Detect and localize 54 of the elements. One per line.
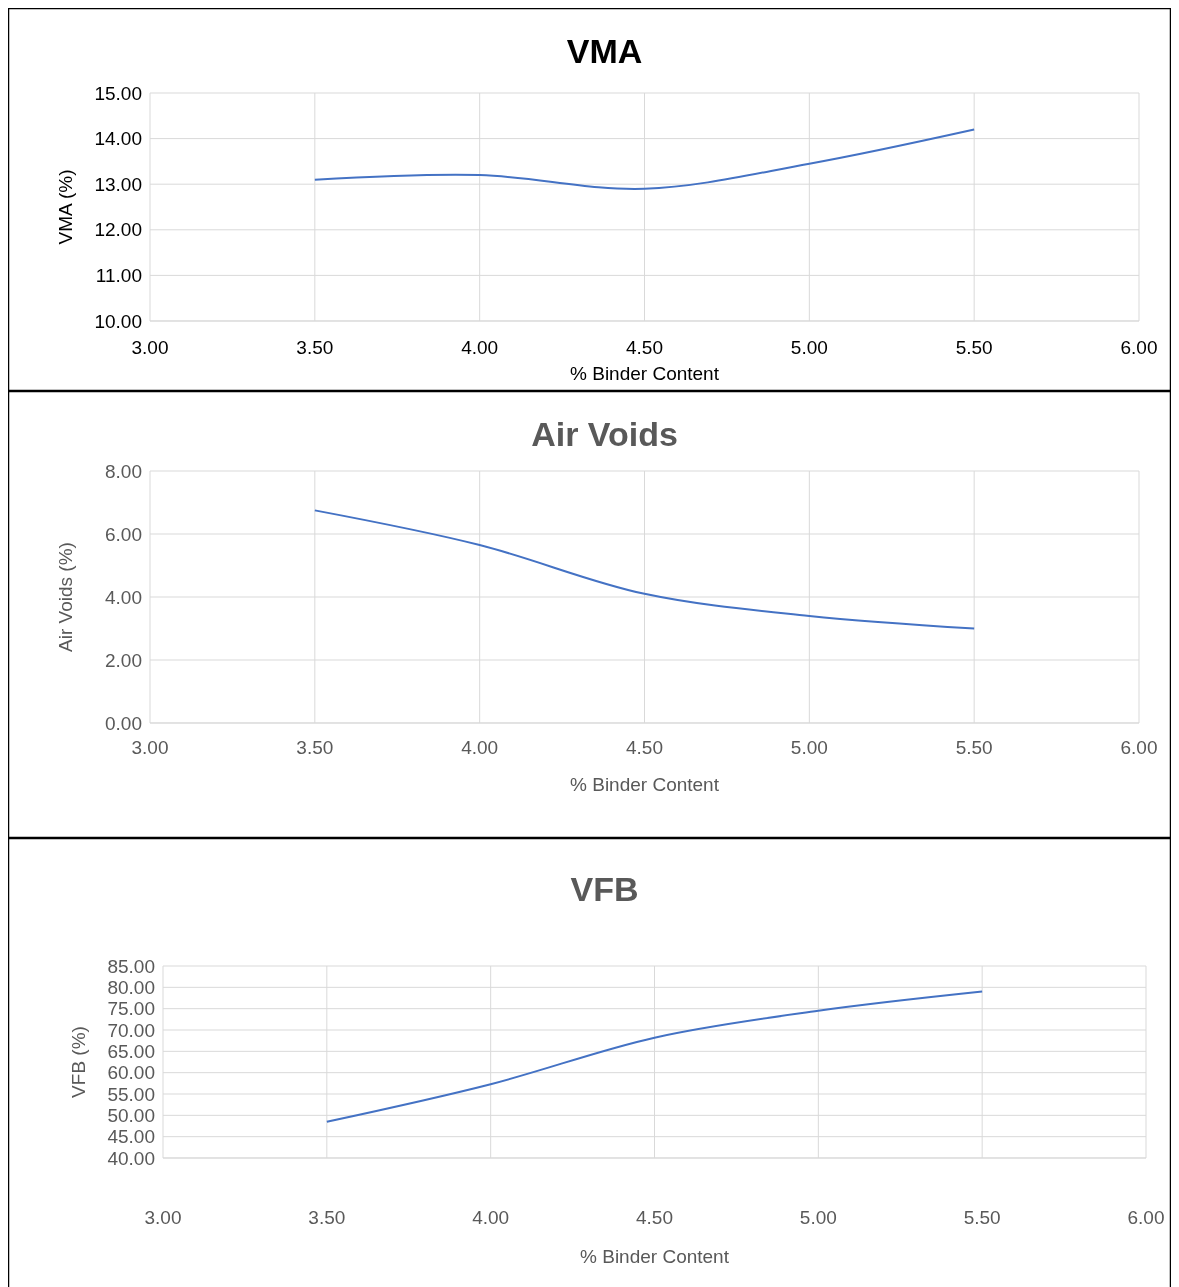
x-tick-label: 4.00 — [461, 337, 499, 358]
y-axis-title: VFB (%) — [68, 1026, 89, 1098]
chart-title: VMA — [566, 32, 643, 70]
x-tick-label: 3.50 — [296, 337, 334, 358]
x-tick-label: 6.00 — [1120, 737, 1158, 758]
x-tick-label: 3.00 — [144, 1207, 182, 1228]
y-tick-label: 45.00 — [107, 1126, 155, 1148]
line-series — [313, 128, 976, 190]
y-tick-label: 14.00 — [94, 128, 142, 150]
x-axis-title: % Binder Content — [570, 774, 720, 795]
chart-title: Air Voids — [531, 415, 678, 453]
x-tick-label: 4.00 — [461, 737, 499, 758]
y-tick-label: 40.00 — [107, 1147, 155, 1169]
x-tick-label: 3.00 — [131, 337, 169, 358]
y-tick-label: 55.00 — [107, 1083, 155, 1105]
y-tick-label: 60.00 — [107, 1062, 155, 1084]
y-tick-label: 0.00 — [105, 712, 142, 734]
y-tick-label: 11.00 — [95, 265, 142, 287]
y-tick-label: 8.00 — [105, 460, 142, 482]
x-tick-label: 5.50 — [955, 737, 993, 758]
x-tick-label: 4.50 — [636, 1207, 673, 1228]
y-tick-label: 12.00 — [94, 219, 142, 241]
x-tick-label: 6.00 — [1120, 337, 1158, 358]
x-tick-label: 4.00 — [472, 1207, 510, 1228]
x-axis-title: % Binder Content — [570, 363, 720, 384]
x-tick-label: 5.50 — [963, 1207, 1001, 1228]
y-tick-label: 65.00 — [107, 1040, 155, 1062]
x-tick-label: 4.50 — [626, 737, 663, 758]
y-tick-label: 10.00 — [94, 310, 142, 332]
x-tick-label: 3.00 — [131, 737, 169, 758]
y-tick-label: 70.00 — [107, 1019, 155, 1041]
x-tick-label: 3.50 — [308, 1207, 346, 1228]
y-tick-label: 6.00 — [105, 523, 142, 545]
y-tick-label: 50.00 — [107, 1104, 155, 1126]
x-tick-label: 5.00 — [790, 337, 828, 358]
x-tick-label: 5.00 — [790, 737, 828, 758]
x-tick-label: 3.50 — [296, 737, 334, 758]
line-series — [325, 990, 984, 1123]
x-axis-title: % Binder Content — [580, 1246, 730, 1267]
y-tick-label: 13.00 — [94, 173, 142, 195]
line-series — [313, 509, 976, 630]
x-tick-label: 5.00 — [799, 1207, 837, 1228]
y-tick-label: 2.00 — [105, 649, 142, 671]
y-tick-label: 4.00 — [105, 586, 142, 608]
y-tick-label: 15.00 — [94, 82, 142, 104]
y-tick-label: 85.00 — [107, 955, 155, 977]
x-tick-label: 6.00 — [1127, 1207, 1165, 1228]
x-tick-label: 4.50 — [626, 337, 663, 358]
y-axis-title: Air Voids (%) — [55, 542, 76, 652]
chart-title: VFB — [570, 870, 639, 908]
y-axis-title: VMA (%) — [55, 169, 76, 245]
y-tick-label: 75.00 — [107, 998, 155, 1020]
y-tick-label: 80.00 — [107, 976, 155, 998]
x-tick-label: 5.50 — [955, 337, 993, 358]
